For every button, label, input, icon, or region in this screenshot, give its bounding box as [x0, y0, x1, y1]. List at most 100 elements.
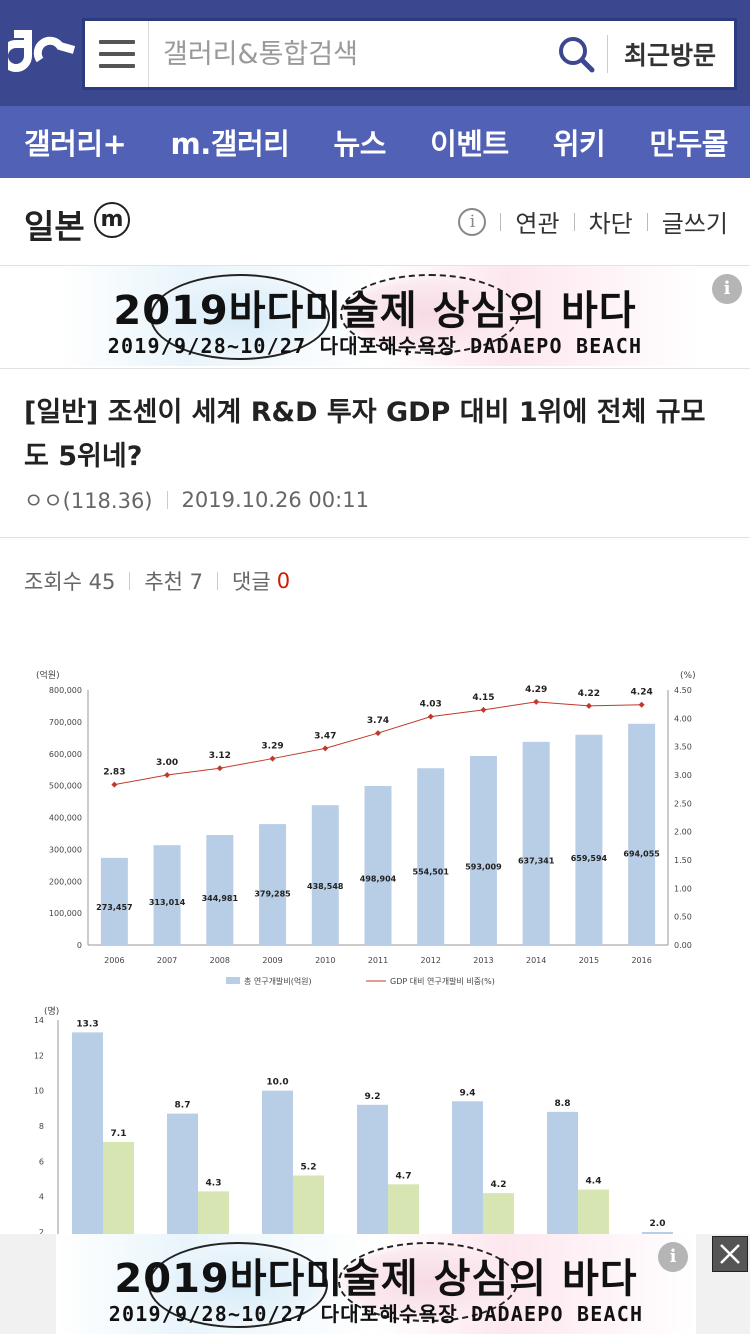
banner-subtitle: 2019/9/28~10/27 다대포해수욕장 DADAEPO BEACH	[107, 334, 643, 358]
bar-b-label: 7.1	[111, 1129, 127, 1139]
bar-a	[452, 1101, 483, 1240]
ad-banner-bottom: 2019바다미술제 상심의 바다 2019/9/28~10/27 다대포해수욕장…	[0, 1234, 750, 1334]
y-tick-left: 700,000	[49, 718, 82, 727]
recommend-count: 추천 7	[144, 570, 204, 594]
y-tick-left: 600,000	[49, 750, 82, 759]
line-value-label: 3.29	[261, 742, 283, 752]
dc-logo-icon[interactable]	[8, 20, 78, 86]
top-header: 최근방문	[0, 0, 750, 106]
bar-a	[262, 1090, 293, 1240]
banner-decoration	[150, 274, 330, 360]
y-tick: 12	[34, 1051, 44, 1060]
menu-button[interactable]	[85, 21, 149, 87]
banner-title: 2019바다미술제 상심의 바다	[114, 1256, 638, 1302]
block-link[interactable]: 차단	[588, 210, 633, 238]
banner-title: 2019바다미술제 상심의 바다	[113, 288, 637, 334]
line-point	[480, 706, 487, 713]
y-axis-left-label: (억원)	[36, 669, 60, 681]
ad-banner-top[interactable]: 2019바다미술제 상심의 바다 2019/9/28~10/27 다대포해수욕장…	[0, 266, 750, 366]
bar-value-label: 637,341	[518, 857, 555, 866]
close-ad-button[interactable]	[712, 1236, 748, 1272]
y-tick-right: 1.00	[674, 884, 692, 893]
divider	[500, 212, 502, 231]
y-tick: 4	[39, 1193, 44, 1202]
write-link[interactable]: 글쓰기	[661, 210, 728, 238]
bar-value-label: 498,904	[360, 874, 397, 883]
y-tick-left: 200,000	[49, 877, 82, 886]
y-tick: 8	[39, 1122, 44, 1131]
ad-banner-bottom-content[interactable]: 2019바다미술제 상심의 바다 2019/9/28~10/27 다대포해수욕장…	[56, 1234, 696, 1334]
y-tick-left: 100,000	[49, 909, 82, 918]
x-tick-label: 2014	[526, 956, 546, 965]
legend-label-bar: 총 연구개발비(억원)	[244, 976, 312, 986]
ad-info-icon[interactable]: i	[712, 274, 742, 304]
bar-a-label: 10.0	[266, 1078, 288, 1088]
y-tick-right: 4.00	[674, 714, 692, 723]
y-tick: 14	[34, 1016, 44, 1025]
banner-subtitle: 2019/9/28~10/27 다대포해수욕장 DADAEPO BEACH	[108, 1302, 644, 1326]
info-icon[interactable]: i	[458, 207, 487, 236]
post-stats: 조회수 45 추천 7 댓글 0	[24, 566, 290, 596]
bar-value-label: 313,014	[149, 898, 186, 907]
bar-a	[547, 1111, 578, 1240]
line-value-label: 4.03	[420, 700, 442, 710]
divider	[606, 35, 608, 73]
bar-b	[198, 1191, 229, 1240]
bar	[522, 741, 550, 945]
divider	[217, 572, 219, 590]
bar	[469, 755, 497, 945]
bar-a-label: 2.0	[650, 1219, 666, 1229]
search-input[interactable]	[149, 21, 551, 87]
x-tick-label: 2012	[421, 956, 441, 965]
bar-a-label: 8.8	[555, 1099, 571, 1109]
bar	[364, 785, 392, 945]
bar	[417, 768, 445, 945]
nav-news[interactable]: 뉴스	[333, 127, 387, 161]
bar-b-label: 4.3	[206, 1178, 222, 1188]
y-tick-left: 300,000	[49, 845, 82, 854]
gdp-ratio-line	[114, 701, 642, 786]
nav-m-gallery[interactable]: m.갤러리	[170, 127, 290, 161]
nav-gallery-plus[interactable]: 갤러리+	[24, 127, 127, 161]
related-link[interactable]: 연관	[515, 210, 560, 238]
recent-visits-button[interactable]: 최근방문	[623, 41, 716, 70]
comment-label[interactable]: 댓글	[232, 570, 271, 594]
gallery-tools: i 연관 차단 글쓰기	[458, 204, 728, 239]
bar-value-label: 344,981	[202, 894, 239, 903]
bar-a-label: 8.7	[175, 1101, 191, 1111]
y-axis-right-label: (%)	[680, 671, 696, 681]
bar-value-label: 659,594	[571, 854, 608, 863]
line-point	[375, 730, 381, 737]
x-tick-label: 2016	[631, 956, 651, 965]
gallery-title[interactable]: 일본	[24, 207, 85, 246]
main-nav: 갤러리+ m.갤러리 뉴스 이벤트 위키 만두몰	[0, 106, 750, 178]
line-point	[638, 701, 645, 708]
rd-investment-chart: (억원) (%) 0 100,000 200,000 300,000 400,000 500,…	[36, 669, 696, 986]
y-tick: 6	[39, 1157, 44, 1166]
ad-info-icon[interactable]: i	[658, 1242, 688, 1272]
nav-event[interactable]: 이벤트	[430, 127, 509, 161]
line-value-label: 4.22	[578, 689, 600, 699]
bar	[153, 845, 181, 945]
comment-count[interactable]: 0	[276, 569, 291, 593]
bar-b	[578, 1189, 609, 1240]
search-icon[interactable]	[551, 21, 601, 87]
bar-b	[293, 1175, 324, 1240]
y-tick-left: 0	[77, 941, 82, 950]
banner-decoration	[340, 274, 520, 354]
banner-decoration	[338, 1242, 518, 1322]
post-title: [일반] 조센이 세계 R&D 투자 GDP 대비 1위에 전체 규모도 5위네…	[24, 397, 706, 472]
line-point	[111, 781, 118, 788]
divider	[166, 491, 168, 509]
nav-wiki[interactable]: 위키	[552, 127, 606, 161]
nav-mandumall[interactable]: 만두몰	[649, 127, 728, 161]
bar-value-label: 438,548	[307, 882, 344, 891]
line-value-label: 4.15	[472, 693, 494, 703]
x-tick-label: 2009	[262, 956, 282, 965]
line-value-label: 3.00	[156, 758, 178, 768]
line-point	[585, 702, 592, 709]
bar-value-label: 694,055	[623, 850, 660, 859]
bar-a	[357, 1104, 388, 1240]
post-author[interactable]: ㅇㅇ(118.36)	[24, 489, 153, 513]
bar-b-label: 4.7	[396, 1171, 412, 1181]
